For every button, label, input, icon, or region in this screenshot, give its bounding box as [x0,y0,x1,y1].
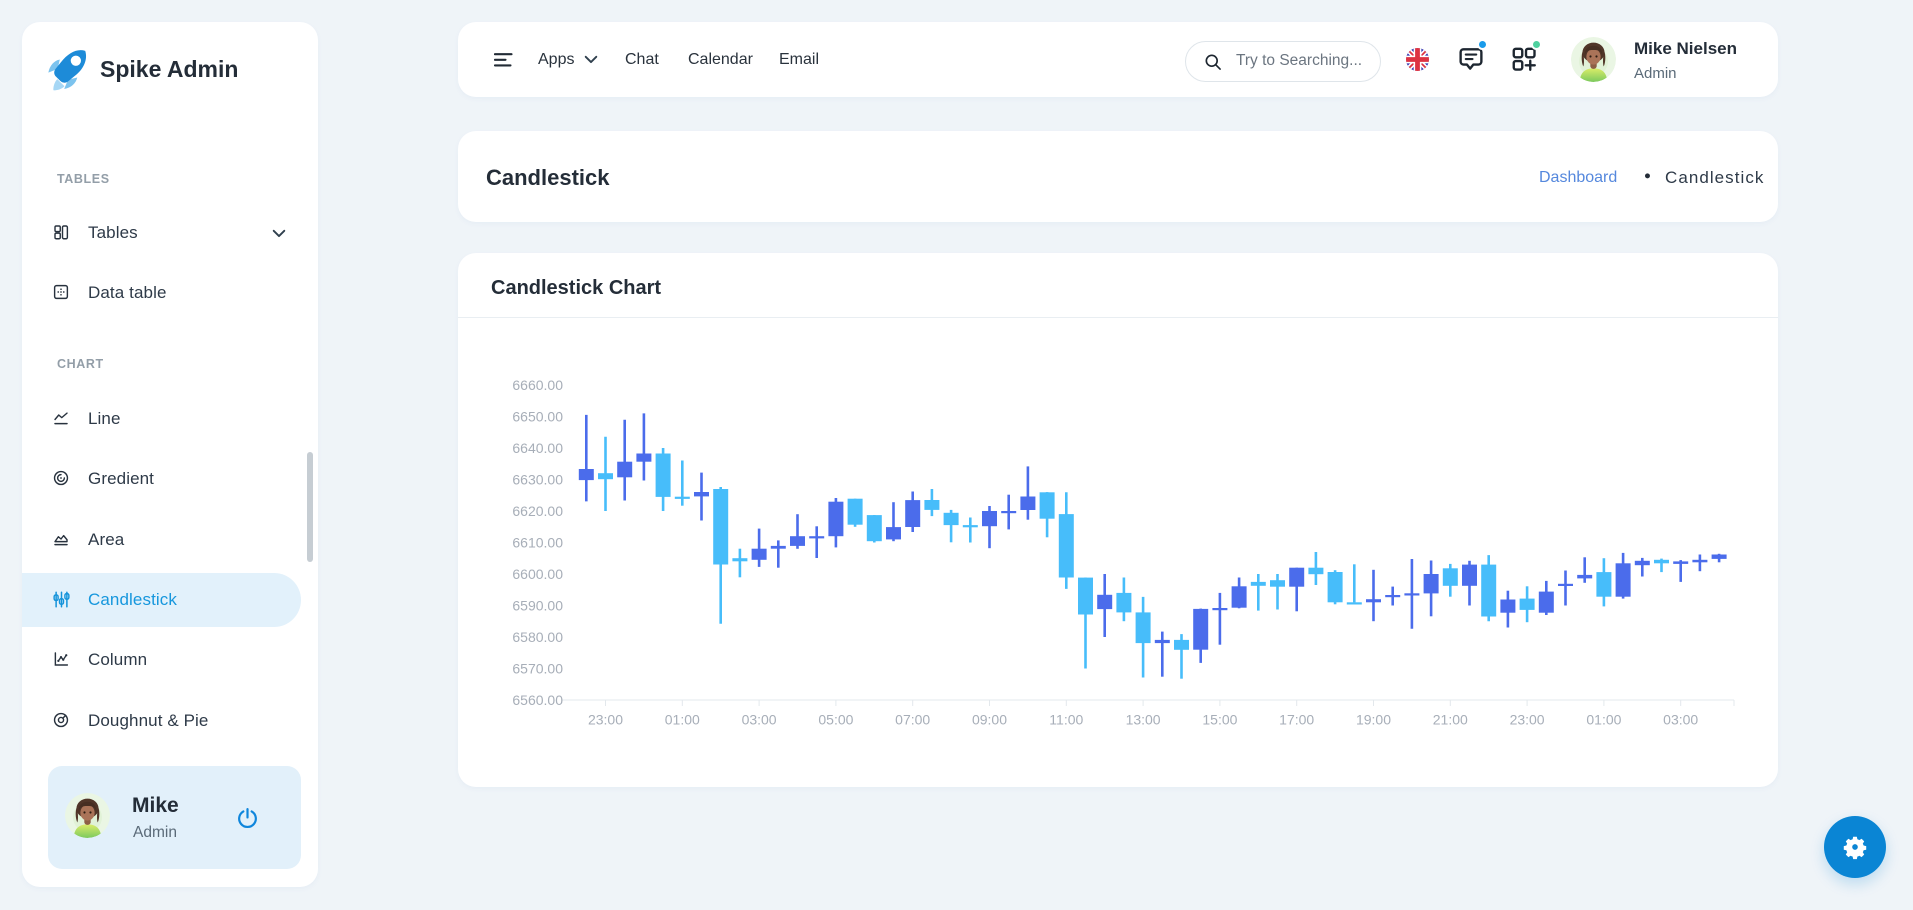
svg-text:6560.00: 6560.00 [512,692,563,708]
svg-text:19:00: 19:00 [1356,712,1391,728]
svg-text:13:00: 13:00 [1126,712,1161,728]
svg-text:23:00: 23:00 [588,712,623,728]
svg-text:03:00: 03:00 [742,712,777,728]
svg-text:6630.00: 6630.00 [512,472,563,488]
svg-text:6580.00: 6580.00 [512,629,563,645]
svg-text:6620.00: 6620.00 [512,503,563,519]
svg-text:17:00: 17:00 [1279,712,1314,728]
svg-text:01:00: 01:00 [665,712,700,728]
svg-text:07:00: 07:00 [895,712,930,728]
svg-text:6590.00: 6590.00 [512,598,563,614]
svg-text:01:00: 01:00 [1586,712,1621,728]
svg-text:23:00: 23:00 [1510,712,1545,728]
svg-text:6650.00: 6650.00 [512,409,563,425]
svg-text:6600.00: 6600.00 [512,566,563,582]
svg-text:03:00: 03:00 [1663,712,1698,728]
svg-text:11:00: 11:00 [1049,712,1083,728]
svg-text:09:00: 09:00 [972,712,1007,728]
svg-text:6610.00: 6610.00 [512,535,563,551]
svg-text:6640.00: 6640.00 [512,440,563,456]
svg-text:6570.00: 6570.00 [512,661,563,677]
svg-text:21:00: 21:00 [1433,712,1468,728]
svg-text:15:00: 15:00 [1202,712,1237,728]
svg-text:6660.00: 6660.00 [512,377,563,393]
svg-text:05:00: 05:00 [818,712,853,728]
